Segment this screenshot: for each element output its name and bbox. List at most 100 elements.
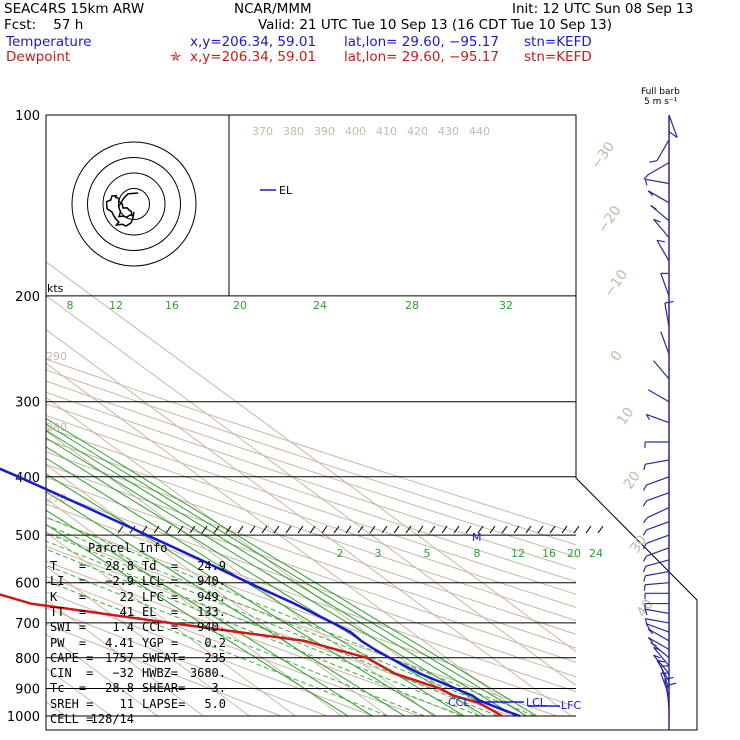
parcel-cell: 0.2 <box>204 635 226 650</box>
level-hatch <box>489 525 496 534</box>
wind-barb <box>646 534 670 544</box>
dry-adiabat <box>46 463 576 649</box>
parcel-cell: 128/14 <box>90 712 134 726</box>
parcel-cell: SREH = <box>50 696 94 711</box>
theta-label: 280 <box>46 421 67 434</box>
temperature-station: stn=KEFD <box>524 34 592 50</box>
parcel-cell: T = <box>50 559 87 573</box>
theta-label: 290 <box>46 350 67 363</box>
mixing-ratio-label: 32 <box>499 299 513 312</box>
parcel-cell: 22 <box>119 589 134 604</box>
temperature-legend: Temperature <box>6 34 92 50</box>
isotherm-label: −20 <box>595 203 625 236</box>
level-hatch <box>153 525 160 534</box>
mixing-ratio-label: 20 <box>567 547 581 560</box>
mixing-ratio-label: 3 <box>375 547 382 560</box>
level-hatch <box>561 525 568 534</box>
wind-barb-flag <box>644 618 648 625</box>
parcel-cell: K = <box>50 589 87 604</box>
isotherm <box>46 498 342 717</box>
level-hatch <box>165 525 172 534</box>
level-hatch <box>513 525 520 534</box>
level-hatch <box>177 525 184 534</box>
wind-barb-flag <box>642 565 647 573</box>
wind-barb <box>645 178 670 185</box>
parcel-cell: CIN = <box>50 666 94 681</box>
level-hatch <box>333 525 340 534</box>
level-hatch <box>405 525 412 534</box>
isotherm-label: 0 <box>608 348 626 364</box>
isobar-label: 600 <box>15 577 40 592</box>
dry-adiabat <box>46 438 576 622</box>
parcel-cell: 949. <box>197 589 226 604</box>
isotherm-label: 10 <box>614 405 637 429</box>
parcel-cell: 4.41 <box>105 635 134 650</box>
level-hatch <box>477 525 484 534</box>
hodograph <box>71 141 197 267</box>
parcel-cell: LI = <box>50 574 87 589</box>
parcel-cell: 3. <box>211 681 226 696</box>
wind-barb <box>646 413 670 424</box>
temperature-latlon: lat,lon= 29.60, −95.17 <box>344 34 499 50</box>
mixing-ratio-label: 12 <box>109 299 123 312</box>
lcl-marker-label: LCL <box>526 696 547 709</box>
parcel-cell: HWBZ= <box>142 666 179 681</box>
wind-barb <box>656 239 670 262</box>
dry-adiabat <box>46 451 576 635</box>
isobar-label: 500 <box>15 529 40 544</box>
wind-barb-flag <box>647 637 654 643</box>
dry-adiabat <box>46 560 466 717</box>
wind-barb <box>647 162 670 176</box>
level-hatch <box>249 525 256 534</box>
forecast-hour: Fcst: 57 h <box>4 17 84 33</box>
wind-barb-flag <box>642 500 647 507</box>
isobar-label: 700 <box>15 617 40 632</box>
parcel-cell: 28.8 <box>105 681 134 696</box>
mixing-ratio-label: 20 <box>233 299 247 312</box>
level-hatch <box>453 525 460 534</box>
dry-adiabat <box>46 414 576 595</box>
diagram-grid <box>45 114 698 731</box>
model-name: SEAC4RS 15km ARW <box>4 1 145 17</box>
level-hatch <box>309 525 316 534</box>
header: SEAC4RS 15km ARW NCAR/MMM Init: 12 UTC S… <box>0 0 740 70</box>
dry-adiabat <box>46 575 420 717</box>
level-hatch <box>297 525 304 534</box>
dry-adiabat <box>46 531 558 717</box>
theta-label: 370 <box>252 125 273 138</box>
mixing-ratio-label: 24 <box>313 299 327 312</box>
wind-barb <box>646 623 670 633</box>
mixing-ratio-label: 12 <box>511 547 525 560</box>
parcel-cell: 28.8 <box>105 559 134 573</box>
wind-barb-flag <box>664 676 674 680</box>
level-hatch <box>357 525 364 534</box>
parcel-cell: −2.9 <box>105 574 134 589</box>
wind-barb-flag <box>653 218 661 223</box>
isobar-label: 400 <box>15 471 40 486</box>
parcel-cell: SWEAT= <box>142 650 186 665</box>
wind-barb <box>664 302 670 327</box>
wind-key-title: Full barb <box>641 87 680 97</box>
temperature-xy: x,y=206.34, 59.01 <box>190 34 317 50</box>
dry-adiabat <box>46 607 328 717</box>
wind-barb-flag <box>650 641 657 647</box>
parcel-cell: Td = <box>142 559 179 573</box>
wind-barb-flag <box>656 239 665 243</box>
level-hatch <box>597 525 604 534</box>
parcel-info-title: Parcel Info <box>88 541 168 555</box>
isotherm <box>46 396 480 717</box>
level-hatch <box>381 525 388 534</box>
wind-barb <box>645 618 670 624</box>
wind-barb <box>653 647 670 667</box>
isobar-label: 200 <box>15 290 40 305</box>
level-hatch <box>441 525 448 534</box>
isotherm <box>46 328 572 717</box>
wind-barb <box>645 559 670 567</box>
wind-barb <box>660 331 670 355</box>
dewpoint-legend: Dewpoint <box>6 49 71 65</box>
mixing-ratio-label: 8 <box>474 547 481 560</box>
wind-barb <box>647 190 670 204</box>
mixing-ratio-label: 5 <box>424 547 431 560</box>
level-hatch <box>213 525 220 534</box>
